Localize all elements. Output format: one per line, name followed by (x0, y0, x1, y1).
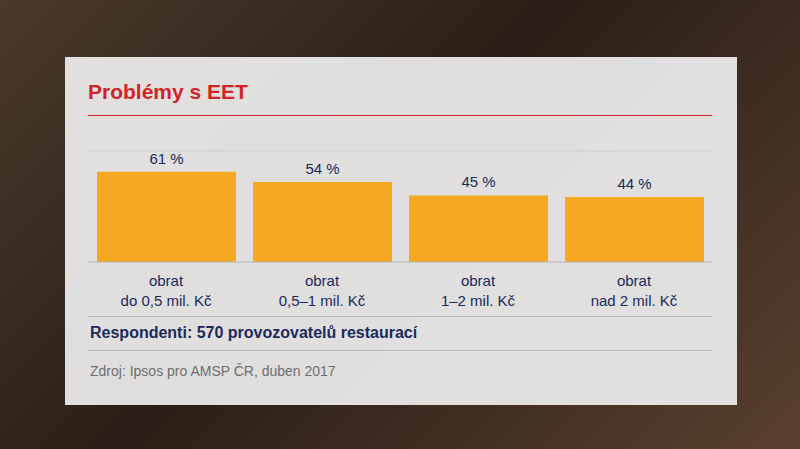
svg-text:44 %: 44 % (617, 175, 651, 192)
svg-text:obratnad 2 mil. Kč: obratnad 2 mil. Kč (591, 272, 678, 309)
html-text:Problémy s EET: Problémy s EET (88, 80, 248, 103)
html-text:Zdroj: Ipsos pro AMSP ČR, dube: Zdroj: Ipsos pro AMSP ČR, duben 2017 (90, 363, 336, 379)
svg-text:obrat1–2 mil. Kč: obrat1–2 mil. Kč (441, 272, 516, 309)
svg-text:obrat0,5–1 mil. Kč: obrat0,5–1 mil. Kč (279, 272, 366, 309)
svg-text:45 %: 45 % (461, 173, 495, 190)
svg-text:61 %: 61 % (149, 150, 183, 167)
svg-text:obratdo 0,5 mil. Kč: obratdo 0,5 mil. Kč (121, 272, 212, 309)
html-text:Respondenti: 570 provozovatelů: Respondenti: 570 provozovatelů restaurac… (90, 324, 418, 341)
svg-text:54 %: 54 % (305, 160, 339, 177)
